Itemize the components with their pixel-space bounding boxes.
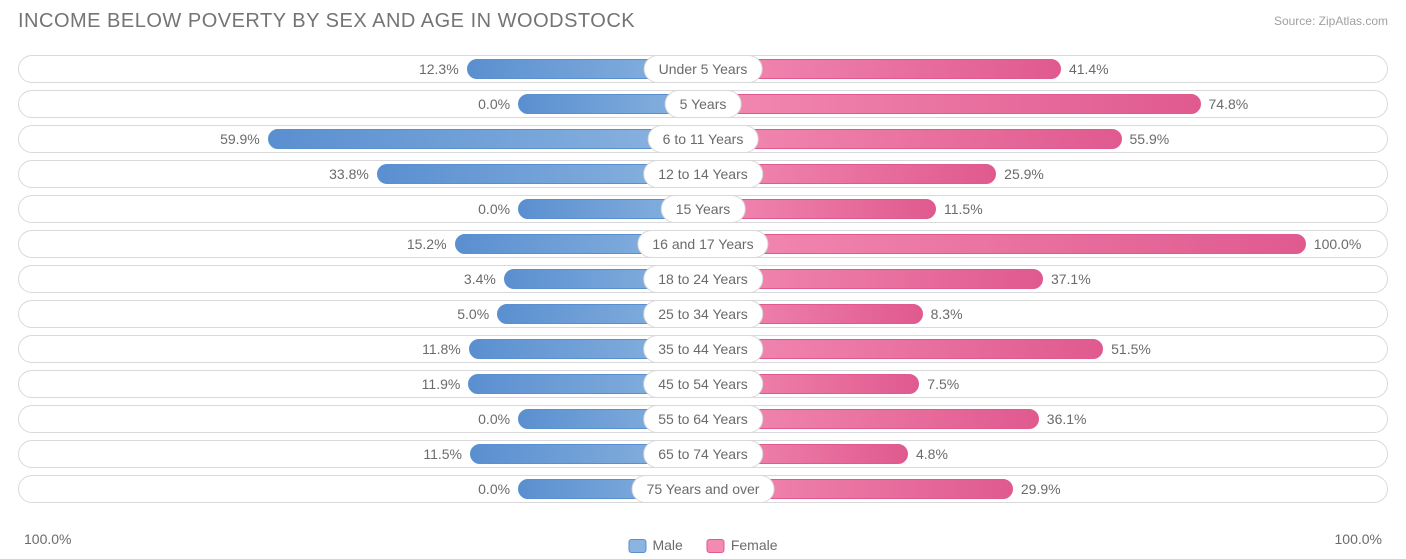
male-value: 0.0% [478,409,510,429]
female-value: 51.5% [1111,339,1151,359]
male-value: 3.4% [464,269,496,289]
chart-title: INCOME BELOW POVERTY BY SEX AND AGE IN W… [18,10,635,33]
age-group-label: 15 Years [661,195,746,223]
male-bar [268,129,703,149]
chart-row: 0.0% 29.9% 75 Years and over [18,472,1388,506]
female-bar [703,94,1201,114]
chart-row: 15.2% 100.0% 16 and 17 Years [18,227,1388,261]
age-group-label: Under 5 Years [644,55,763,83]
male-value: 11.9% [422,374,461,394]
female-value: 7.5% [927,374,959,394]
age-group-label: 55 to 64 Years [643,405,763,433]
female-value: 29.9% [1021,479,1061,499]
male-value: 15.2% [407,234,447,254]
age-group-label: 35 to 44 Years [643,335,763,363]
axis-right-label: 100.0% [1335,531,1382,547]
male-value: 0.0% [478,479,510,499]
age-group-label: 12 to 14 Years [643,160,763,188]
chart-row: 3.4% 37.1% 18 to 24 Years [18,262,1388,296]
legend-male: Male [628,537,682,553]
male-value: 0.0% [478,199,510,219]
male-value: 0.0% [478,94,510,114]
chart-row: 12.3% 41.4% Under 5 Years [18,52,1388,86]
chart-row: 5.0% 8.3% 25 to 34 Years [18,297,1388,331]
chart-row: 59.9% 55.9% 6 to 11 Years [18,122,1388,156]
female-value: 4.8% [916,444,948,464]
male-value: 59.9% [220,129,260,149]
male-value: 5.0% [457,304,489,324]
chart-row: 11.9% 7.5% 45 to 54 Years [18,367,1388,401]
female-value: 11.5% [944,199,983,219]
female-value: 25.9% [1004,164,1044,184]
age-group-label: 75 Years and over [632,475,775,503]
legend: Male Female [628,537,777,553]
axis-left-label: 100.0% [24,531,71,547]
chart-row: 11.8% 51.5% 35 to 44 Years [18,332,1388,366]
male-value: 11.5% [423,444,462,464]
female-value: 37.1% [1051,269,1091,289]
age-group-label: 45 to 54 Years [643,370,763,398]
legend-female-label: Female [731,537,778,553]
age-group-label: 16 and 17 Years [637,230,768,258]
diverging-bar-chart: 12.3% 41.4% Under 5 Years 0.0% 74.8% 5 Years 5… [18,52,1388,509]
female-value: 8.3% [931,304,963,324]
age-group-label: 6 to 11 Years [648,125,759,153]
female-value: 55.9% [1130,129,1170,149]
female-value: 100.0% [1314,234,1361,254]
legend-female: Female [707,537,778,553]
male-value: 33.8% [329,164,369,184]
legend-male-label: Male [652,537,682,553]
male-value: 12.3% [419,59,459,79]
female-bar [703,234,1306,254]
female-bar [703,129,1122,149]
male-swatch-icon [628,539,646,553]
female-value: 41.4% [1069,59,1109,79]
age-group-label: 65 to 74 Years [643,440,763,468]
chart-row: 33.8% 25.9% 12 to 14 Years [18,157,1388,191]
female-swatch-icon [707,539,725,553]
male-value: 11.8% [422,339,461,359]
chart-row: 0.0% 36.1% 55 to 64 Years [18,402,1388,436]
female-value: 36.1% [1047,409,1087,429]
age-group-label: 25 to 34 Years [643,300,763,328]
chart-row: 0.0% 74.8% 5 Years [18,87,1388,121]
chart-row: 11.5% 4.8% 65 to 74 Years [18,437,1388,471]
source-label: Source: ZipAtlas.com [1274,14,1388,28]
female-value: 74.8% [1209,94,1249,114]
female-bar [703,339,1103,359]
age-group-label: 18 to 24 Years [643,265,763,293]
age-group-label: 5 Years [665,90,742,118]
chart-row: 0.0% 11.5% 15 Years [18,192,1388,226]
